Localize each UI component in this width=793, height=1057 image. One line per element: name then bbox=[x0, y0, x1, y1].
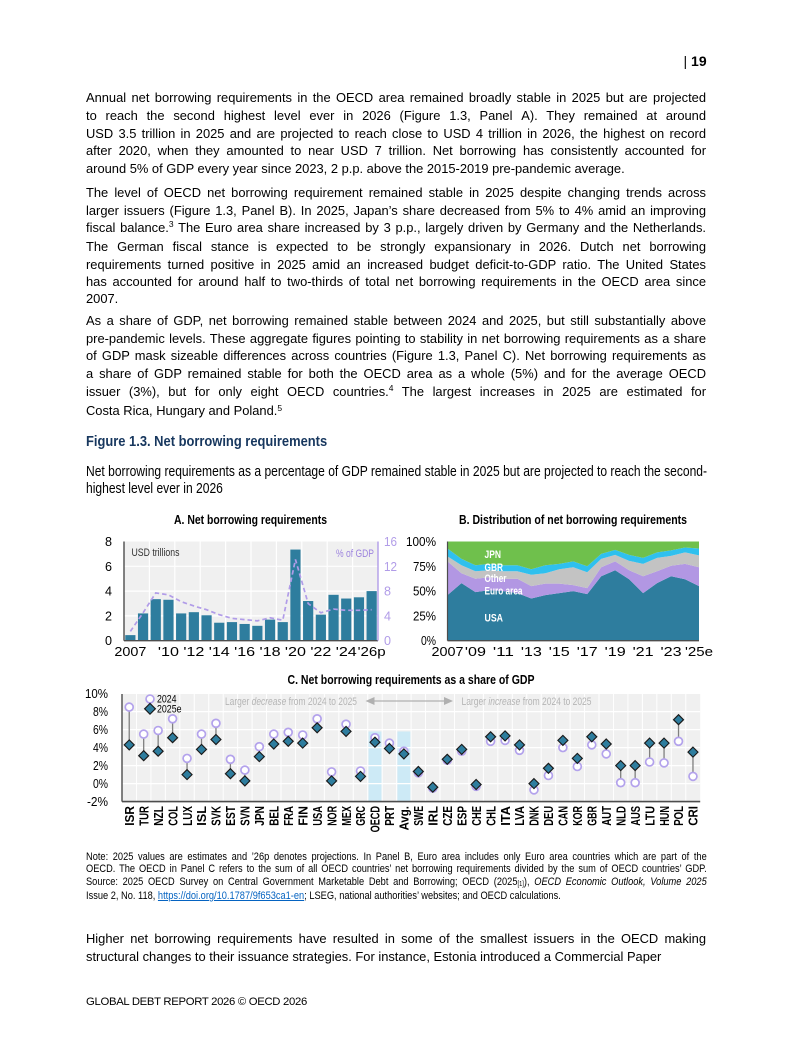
svg-text:NOR: NOR bbox=[324, 806, 339, 826]
svg-text:HUN: HUN bbox=[657, 806, 672, 826]
svg-text:'10: '10 bbox=[158, 644, 179, 659]
svg-text:DNK: DNK bbox=[527, 806, 542, 826]
svg-text:75%: 75% bbox=[413, 559, 436, 574]
svg-text:% of GDP: % of GDP bbox=[336, 548, 374, 560]
svg-text:FRA: FRA bbox=[281, 806, 296, 826]
svg-text:'16: '16 bbox=[234, 644, 255, 659]
svg-text:'12: '12 bbox=[183, 644, 204, 659]
svg-text:0: 0 bbox=[105, 633, 112, 648]
svg-text:2007: 2007 bbox=[432, 644, 464, 659]
svg-text:50%: 50% bbox=[413, 584, 436, 599]
svg-text:TUR: TUR bbox=[136, 806, 151, 826]
svg-text:SWE: SWE bbox=[411, 806, 426, 826]
svg-text:ISL: ISL bbox=[194, 806, 209, 826]
svg-text:16: 16 bbox=[384, 534, 397, 549]
svg-text:'11: '11 bbox=[493, 644, 514, 659]
svg-text:'25e: '25e bbox=[685, 644, 713, 659]
svg-text:GBR: GBR bbox=[485, 562, 504, 574]
svg-text:USD trillions: USD trillions bbox=[132, 547, 180, 559]
svg-text:JPN: JPN bbox=[252, 806, 267, 826]
svg-text:KOR: KOR bbox=[570, 806, 585, 826]
svg-text:Larger increase from 2024 to 2: Larger increase from 2024 to 2025 bbox=[462, 696, 592, 708]
svg-text:ITA: ITA bbox=[498, 805, 513, 825]
svg-text:'22: '22 bbox=[310, 644, 331, 659]
svg-text:2007: 2007 bbox=[114, 644, 146, 659]
svg-text:NLD: NLD bbox=[613, 806, 628, 826]
svg-text:NZL: NZL bbox=[151, 806, 166, 826]
svg-text:25%: 25% bbox=[413, 608, 436, 623]
svg-text:0%: 0% bbox=[93, 776, 108, 791]
svg-text:COL: COL bbox=[165, 806, 180, 826]
svg-text:GBR: GBR bbox=[584, 806, 599, 826]
svg-text:4%: 4% bbox=[93, 740, 108, 755]
svg-text:IRL: IRL bbox=[425, 806, 440, 826]
svg-text:'15: '15 bbox=[549, 644, 570, 659]
svg-text:2: 2 bbox=[105, 608, 112, 623]
svg-text:Other: Other bbox=[485, 573, 508, 585]
svg-text:2024: 2024 bbox=[157, 694, 177, 706]
svg-text:'09: '09 bbox=[465, 644, 486, 659]
svg-text:MEX: MEX bbox=[339, 806, 354, 826]
svg-text:FIN: FIN bbox=[295, 806, 310, 826]
svg-text:LTU: LTU bbox=[642, 806, 657, 826]
svg-text:A. Net borrowing requirements: A. Net borrowing requirements bbox=[174, 513, 327, 527]
svg-text:ESP: ESP bbox=[454, 806, 469, 826]
svg-text:PRT: PRT bbox=[382, 806, 397, 826]
svg-text:-2%: -2% bbox=[87, 794, 108, 809]
svg-text:'24: '24 bbox=[336, 644, 357, 659]
svg-text:'13: '13 bbox=[521, 644, 542, 659]
svg-text:'26p: '26p bbox=[358, 644, 386, 659]
svg-text:ISR: ISR bbox=[122, 805, 137, 825]
svg-text:Avg.: Avg. bbox=[397, 806, 412, 830]
svg-text:DEU: DEU bbox=[541, 806, 556, 826]
svg-text:10%: 10% bbox=[85, 686, 108, 701]
svg-text:8: 8 bbox=[384, 584, 391, 599]
svg-text:USA: USA bbox=[485, 613, 504, 625]
svg-text:6%: 6% bbox=[93, 722, 108, 737]
svg-text:8%: 8% bbox=[93, 704, 108, 719]
svg-text:8: 8 bbox=[105, 534, 112, 549]
svg-text:CZE: CZE bbox=[440, 806, 455, 826]
svg-text:'14: '14 bbox=[209, 644, 230, 659]
svg-text:JPN: JPN bbox=[485, 549, 502, 561]
svg-text:CHE: CHE bbox=[469, 806, 484, 826]
svg-text:0%: 0% bbox=[421, 633, 436, 648]
svg-text:'19: '19 bbox=[605, 644, 626, 659]
svg-text:CRI: CRI bbox=[686, 806, 701, 826]
svg-text:AUT: AUT bbox=[599, 806, 614, 826]
svg-text:0: 0 bbox=[384, 633, 391, 648]
svg-text:Euro area: Euro area bbox=[485, 586, 524, 598]
svg-text:EST: EST bbox=[223, 806, 238, 826]
svg-text:C. Net borrowing requirements: C. Net borrowing requirements as a share… bbox=[288, 673, 535, 687]
svg-text:'23: '23 bbox=[661, 644, 682, 659]
svg-text:12: 12 bbox=[384, 559, 397, 574]
svg-text:2025e: 2025e bbox=[157, 703, 182, 715]
svg-text:LUX: LUX bbox=[180, 806, 195, 826]
svg-text:2%: 2% bbox=[93, 758, 108, 773]
svg-text:'20: '20 bbox=[285, 644, 306, 659]
svg-text:SVN: SVN bbox=[238, 806, 253, 826]
svg-text:4: 4 bbox=[105, 584, 112, 599]
svg-text:LVA: LVA bbox=[512, 806, 527, 826]
svg-text:GRC: GRC bbox=[353, 806, 368, 826]
svg-text:'17: '17 bbox=[577, 644, 598, 659]
svg-text:OECD: OECD bbox=[368, 806, 383, 832]
svg-text:SVK: SVK bbox=[209, 806, 224, 826]
svg-text:AUS: AUS bbox=[628, 806, 643, 826]
svg-text:Larger decrease from 2024 to 2: Larger decrease from 2024 to 2025 bbox=[225, 696, 357, 708]
svg-text:4: 4 bbox=[384, 608, 391, 623]
svg-text:POL: POL bbox=[671, 806, 686, 826]
svg-text:6: 6 bbox=[105, 559, 112, 574]
svg-text:'21: '21 bbox=[633, 644, 654, 659]
svg-text:BEL: BEL bbox=[266, 806, 281, 826]
svg-text:'18: '18 bbox=[260, 644, 281, 659]
svg-text:CAN: CAN bbox=[556, 806, 571, 826]
svg-text:100%: 100% bbox=[406, 534, 436, 549]
svg-text:USA: USA bbox=[310, 806, 325, 826]
svg-text:CHL: CHL bbox=[483, 806, 498, 826]
svg-text:B. Distribution of net borrowi: B. Distribution of net borrowing require… bbox=[459, 513, 687, 527]
